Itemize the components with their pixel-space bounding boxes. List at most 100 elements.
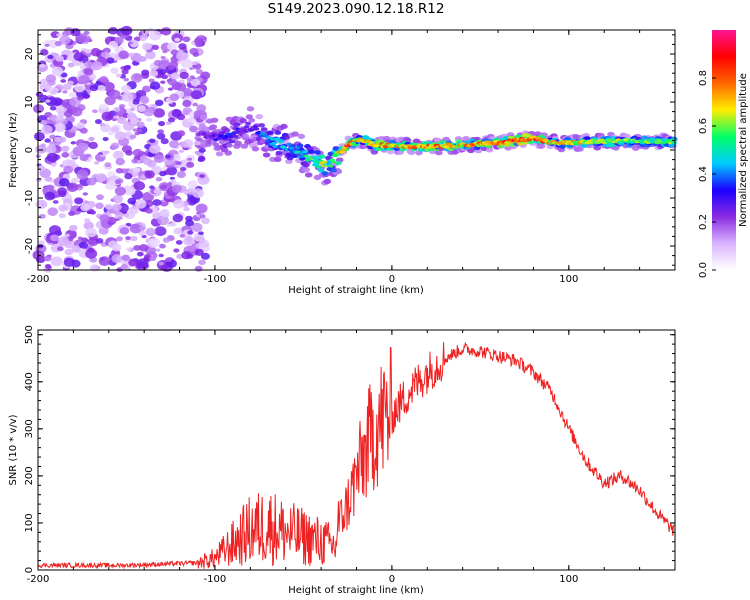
y-tick-label: 20 <box>24 48 35 61</box>
spectrogram-cell <box>108 89 121 100</box>
spectrogram-cell <box>209 124 218 130</box>
spectrogram-cell <box>66 55 74 61</box>
spectrogram-cell <box>86 177 97 186</box>
spectrogram-cell <box>260 131 266 135</box>
spectrogram-cell <box>132 128 139 132</box>
spectrogram-cell <box>64 110 73 118</box>
spectrogram-cell <box>40 49 49 56</box>
spectrogram-cell <box>81 48 87 52</box>
spectrogram-cell <box>155 176 163 182</box>
spectrogram-cell <box>258 123 266 128</box>
spectrogram-cell <box>274 130 282 135</box>
spectrogram-cell <box>192 102 199 107</box>
spectrogram-cell <box>205 131 212 135</box>
spectrogram-cell <box>190 78 201 87</box>
spectrogram-cell <box>333 153 339 158</box>
spectrogram-cell <box>173 248 180 253</box>
spectrogram-cell <box>303 154 310 158</box>
spectrogram-cell <box>154 99 164 107</box>
spectrogram-cell <box>195 203 208 214</box>
spectrogram-cell <box>110 67 119 74</box>
spectrogram-cell <box>58 177 70 187</box>
spectrogram-cell <box>124 186 136 196</box>
spectrogram-cell <box>71 230 77 235</box>
spectrogram-cell <box>200 71 211 80</box>
spectrogram-cell <box>271 141 277 145</box>
spectrogram-cell <box>97 152 104 156</box>
spectrogram-cell <box>68 92 76 98</box>
spectrogram-cell <box>114 150 124 158</box>
colorbar-ticks: 0.0 0.2 0.4 0.6 0.8 <box>698 70 716 278</box>
spectrogram-cell <box>128 206 139 215</box>
spectrogram-cell <box>220 130 227 134</box>
spectrogram-cell <box>189 75 195 79</box>
spectrogram-cell <box>145 208 153 214</box>
colorbar-tick-label: 0.8 <box>698 70 709 86</box>
spectrogram-cell <box>136 121 145 129</box>
spectrogram-cell <box>43 255 52 262</box>
spectrogram-cell <box>47 207 59 216</box>
spectrogram-cell <box>559 144 567 149</box>
spectrogram-cell <box>286 155 294 161</box>
spectrogram-cell <box>195 69 203 75</box>
spectrogram-cell <box>169 176 175 180</box>
spectrogram-cell <box>297 133 306 139</box>
spectrogram-cell <box>70 141 76 145</box>
x-tick-label: -100 <box>204 574 227 585</box>
spectrogram-cell <box>160 138 169 145</box>
spectrogram-cell <box>153 108 165 118</box>
spectrogram-cell <box>82 192 88 196</box>
spectrogram-cell <box>129 223 142 234</box>
spectrogram-cell <box>158 253 164 258</box>
spectrogram-cell <box>159 170 167 177</box>
spectrogram-cell <box>165 154 171 159</box>
spectrogram-cell <box>198 147 206 153</box>
spectrogram-cell <box>180 58 193 69</box>
spectrogram-cell <box>181 251 192 260</box>
spectrogram-cell <box>64 248 74 256</box>
spectrogram-x-ticks: -200 -100 0 100 <box>27 30 676 285</box>
spectrogram-cell <box>88 136 95 142</box>
spectrogram-cell <box>113 115 119 119</box>
y-tick-label: -20 <box>24 238 35 254</box>
colorbar-tick-label: 0.4 <box>698 166 709 182</box>
spectrogram-cell <box>127 197 137 205</box>
spectrogram-cell <box>115 236 123 242</box>
spectrogram-cell <box>94 119 102 125</box>
spectrogram-cell <box>125 150 133 156</box>
spectrogram-cell <box>182 36 191 43</box>
spectrogram-cell <box>278 138 285 142</box>
spectrogram-cell <box>114 131 126 141</box>
spectrogram-cell <box>66 80 74 86</box>
spectrogram-cell <box>149 256 157 262</box>
spectrogram-cell <box>350 141 357 146</box>
spectrogram-cell <box>180 141 189 148</box>
spectrogram-cell <box>286 142 292 147</box>
spectrogram-cell <box>167 42 178 51</box>
spectrogram-y-label: Frequency (Hz) <box>8 112 19 188</box>
spectrogram-cell <box>117 116 127 124</box>
spectrogram-cell <box>252 124 259 129</box>
spectrogram-cell <box>189 125 198 133</box>
spectrogram-cell <box>121 92 134 102</box>
spectrogram-cell <box>133 181 146 191</box>
spectrogram-cell <box>188 66 194 70</box>
colorbar-tick-label: 0.6 <box>698 118 709 134</box>
spectrogram-cell <box>91 61 103 71</box>
spectrogram-cell <box>178 43 187 50</box>
spectrogram-cell <box>140 37 147 42</box>
spectrogram-cell <box>54 40 63 47</box>
spectrogram-cell <box>187 245 197 252</box>
spectrogram-cell <box>171 109 182 118</box>
spectrogram-cell <box>239 118 247 124</box>
spectrogram-cell <box>129 107 136 111</box>
spectrogram-cell <box>38 213 46 219</box>
spectrogram-cell <box>165 121 172 126</box>
spectrogram-cell <box>640 135 648 140</box>
spectrogram-cell <box>226 143 233 148</box>
figure-title: S149.2023.090.12.18.R12 <box>267 1 445 17</box>
spectrogram-cell <box>83 30 90 36</box>
spectrogram-cell <box>80 203 90 212</box>
spectrogram-cell <box>194 265 203 272</box>
spectrogram-cell <box>66 182 79 193</box>
